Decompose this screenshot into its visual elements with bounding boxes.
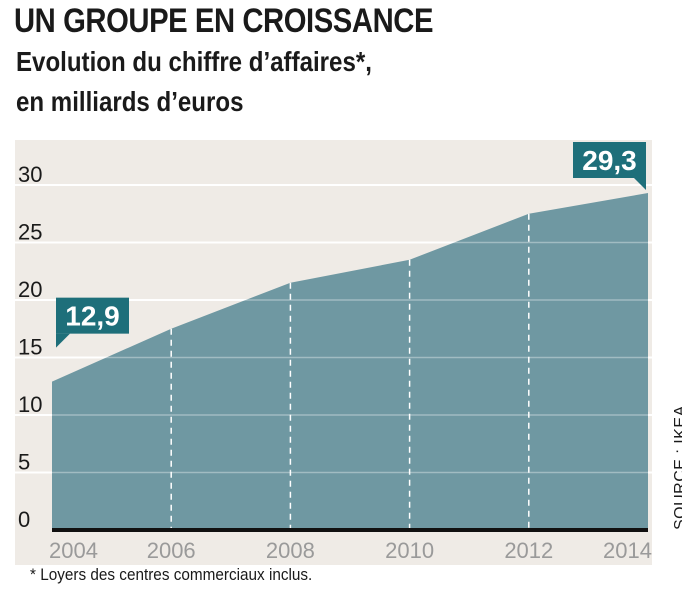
y-tick-label: 15 <box>18 335 42 360</box>
y-tick-label: 25 <box>18 220 42 245</box>
value-callout-box <box>573 142 646 178</box>
y-tick-label: 0 <box>18 507 30 532</box>
subtitle-line-1: Evolution du chiffre d’affaires*, <box>16 46 372 77</box>
source-credit: SOURCE : IKEA <box>672 405 682 530</box>
footnote: * Loyers des centres commerciaux inclus. <box>30 565 313 584</box>
value-callout-pointer <box>634 178 646 190</box>
x-tick-label: 2014 <box>603 538 652 563</box>
chart-subtitle: Evolution du chiffre d’affaires*, en mil… <box>16 42 372 122</box>
chart-title: UN GROUPE EN CROISSANCE <box>14 2 434 40</box>
x-tick-label: 2006 <box>147 538 196 563</box>
value-callout-label: 29,3 <box>582 145 637 176</box>
y-tick-label: 20 <box>18 277 42 302</box>
value-callout-pointer <box>56 333 70 348</box>
x-tick-label: 2008 <box>266 538 315 563</box>
y-tick-label: 30 <box>18 162 42 187</box>
y-tick-label: 5 <box>18 450 30 475</box>
x-tick-label: 2012 <box>504 538 553 563</box>
value-callout-box <box>56 297 129 334</box>
value-callout-label: 12,9 <box>65 301 120 332</box>
area-chart: 0 5 10 15 20 25 30 2004 2006 2008 2010 2012 2014 12,9… <box>15 140 652 565</box>
x-tick-label: 2010 <box>385 538 434 563</box>
y-tick-label: 10 <box>18 392 42 417</box>
subtitle-line-2: en milliards d’euros <box>16 86 244 117</box>
area-series <box>52 193 648 531</box>
x-tick-label: 2004 <box>49 538 98 563</box>
